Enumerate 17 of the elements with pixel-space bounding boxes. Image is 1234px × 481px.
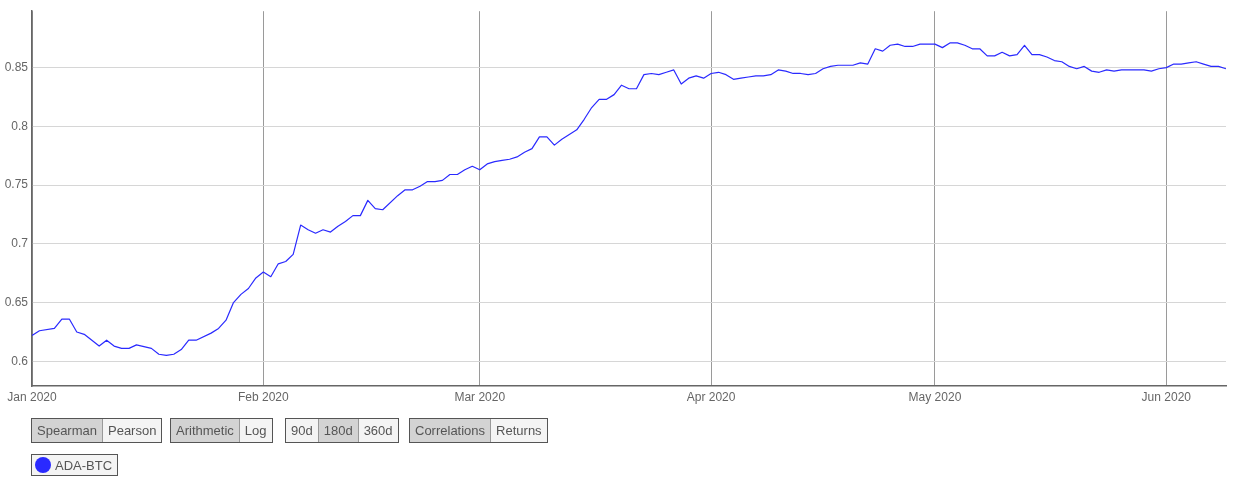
y-tick-label: 0.65 <box>4 294 29 309</box>
y-tick-label: 0.75 <box>4 177 29 192</box>
scale-toggle: Arithmetic Log <box>170 418 273 443</box>
x-tick-label: May 2020 <box>908 389 962 404</box>
y-tick-label: 0.8 <box>11 118 29 133</box>
legend-label: ADA-BTC <box>55 457 113 473</box>
x-tick-label: Apr 2020 <box>686 389 736 404</box>
view-toggle: Correlations Returns <box>409 418 548 443</box>
x-tick-label: Jan 2020 <box>7 389 58 404</box>
period-toggle: 90d 180d 360d <box>285 418 399 443</box>
y-tick-label: 0.85 <box>4 59 29 74</box>
method-toggle: Spearman Pearson <box>31 418 163 443</box>
y-tick-label: 0.7 <box>11 236 29 251</box>
x-tick-label: Jun 2020 <box>1141 389 1192 404</box>
y-tick-label: 0.6 <box>11 353 29 368</box>
x-tick-label: Feb 2020 <box>237 389 290 404</box>
x-tick-label: Mar 2020 <box>454 389 506 404</box>
